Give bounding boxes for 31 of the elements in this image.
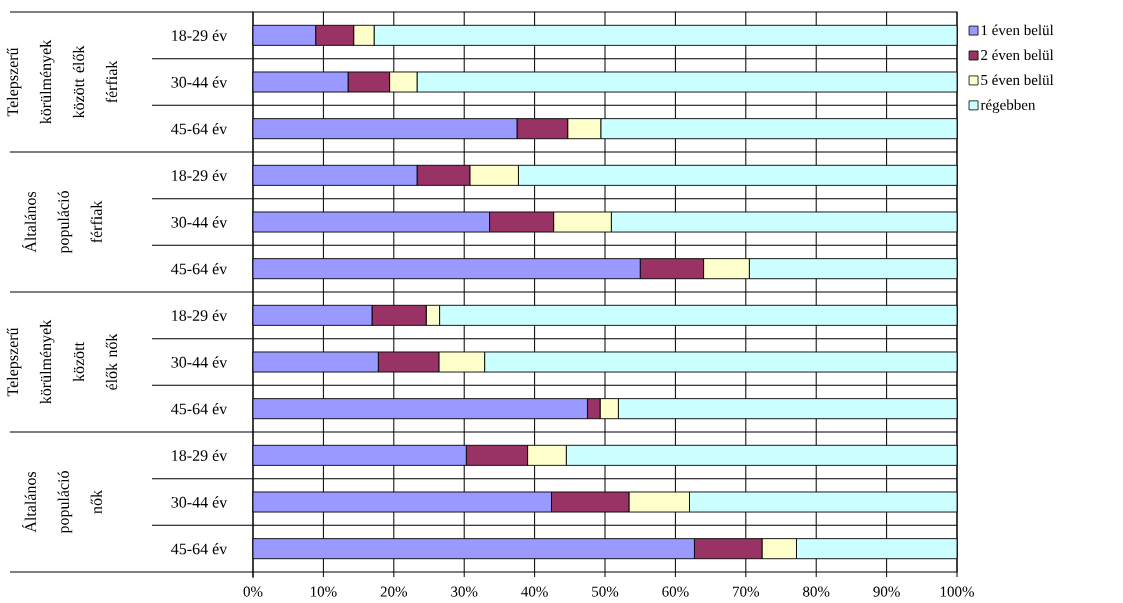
x-tick-label: 80% (803, 586, 830, 597)
y-tick-label: 45-64 év (171, 403, 228, 415)
x-tick-label: 70% (733, 586, 760, 597)
x-tick-label: 0% (243, 586, 263, 597)
y-tick-label: 18-29 év (172, 309, 228, 321)
y-tick-label: 18-29 év (172, 29, 228, 41)
x-tick-label: 10% (310, 586, 337, 597)
y-tick-label: 30-44 év (171, 496, 228, 508)
legend-label: régebben (980, 99, 1036, 114)
x-tick-label: 20% (380, 586, 408, 597)
legend-label: 5 éven belül (981, 74, 1054, 86)
y-tick-label: 30-44 év (171, 216, 228, 228)
y-tick-label: 30-44 év (171, 356, 228, 368)
x-tick-label: 90% (873, 586, 900, 597)
x-tick-label: 50% (592, 586, 619, 597)
y-tick-label: 18-29 év (172, 169, 228, 181)
y-tick-label: 18-29 év (172, 449, 228, 461)
y-tick-label: 45-64 év (171, 123, 228, 135)
x-tick-label: 100% (940, 586, 974, 597)
text: Általános populáció nők (22, 471, 102, 534)
y-tick-label: 45-64 év (171, 263, 228, 275)
legend-label: 1 éven belül (981, 24, 1054, 36)
y-tick-label: 30-44 év (171, 76, 228, 88)
legend-label: 2 éven belül (981, 49, 1054, 61)
text: Telepszerű körülmények között élők nők (6, 319, 118, 404)
x-tick-label: 40% (521, 586, 548, 597)
text: Általános populáció férfiak (22, 191, 102, 254)
x-tick-label: 30% (451, 586, 478, 597)
x-tick-label: 60% (662, 586, 689, 597)
y-tick-label: 45-64 év (171, 543, 228, 555)
text: Telepszerű körülmények között élők férfiak (6, 39, 118, 124)
